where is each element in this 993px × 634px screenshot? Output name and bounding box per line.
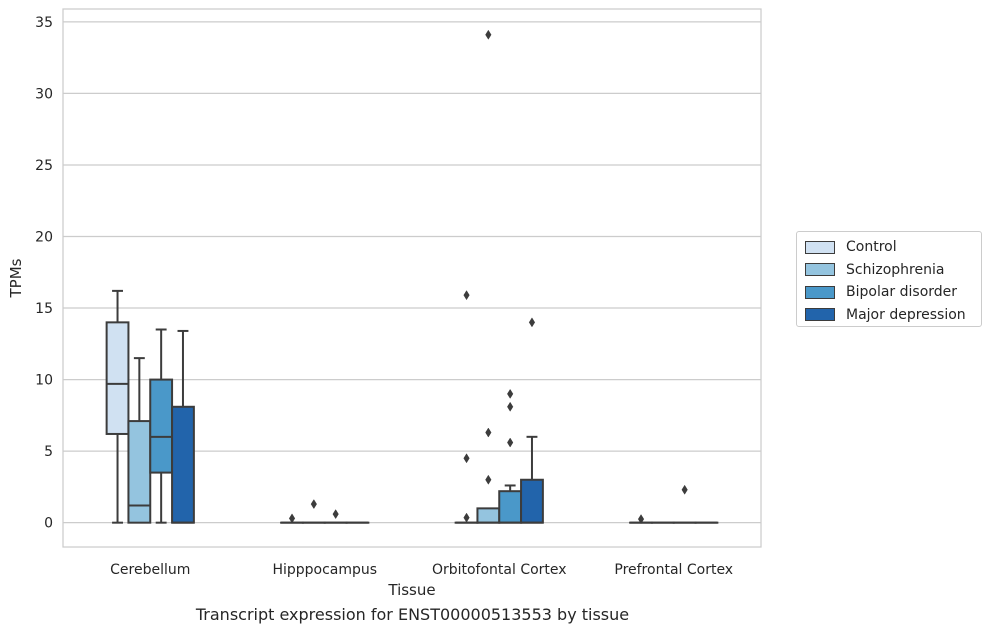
legend-label-schizophrenia: Schizophrenia xyxy=(846,261,945,278)
outlier-hipppocampus-schizophrenia-1 xyxy=(310,499,317,510)
outlier-orbitofontal-cortex-control-1 xyxy=(463,512,470,523)
outlier-orbitofontal-cortex-schizophrenia-2 xyxy=(485,427,492,438)
legend-label-bipolar-disorder: Bipolar disorder xyxy=(846,284,958,301)
box-hipppocampus-bipolar-disorder xyxy=(323,509,348,524)
legend-item-bipolar-disorder: Bipolar disorder xyxy=(805,281,981,304)
y-tick-label-35: 35 xyxy=(35,15,53,31)
legend-swatch-major-depression xyxy=(805,308,835,322)
box-body-orbitofontal-cortex-bipolar-disorder xyxy=(498,490,523,524)
x-tick-label-hipppocampus: Hipppocampus xyxy=(272,562,377,578)
box-orbitofontal-cortex-major-depression xyxy=(520,317,544,524)
legend-swatch-schizophrenia xyxy=(805,263,835,277)
box-orbitofontal-cortex-schizophrenia xyxy=(476,29,501,524)
legend: Control Schizophrenia Bipolar disorder M… xyxy=(796,231,982,327)
y-tick-labels: 0 5 10 15 20 25 30 35 xyxy=(35,15,53,532)
x-axis-title: Tissue xyxy=(387,581,435,599)
y-tick-label-25: 25 xyxy=(35,158,53,174)
box-orbitofontal-cortex-bipolar-disorder xyxy=(498,388,523,524)
legend-item-major-depression: Major depression xyxy=(805,304,981,327)
outlier-orbitofontal-cortex-bipolar-disorder-3 xyxy=(507,388,514,399)
legend-item-schizophrenia: Schizophrenia xyxy=(805,259,981,282)
x-tick-labels: Cerebellum Hipppocampus Orbitofontal Corte… xyxy=(110,562,733,578)
outlier-orbitofontal-cortex-schizophrenia-1 xyxy=(485,474,492,485)
box-hipppocampus-schizophrenia xyxy=(301,499,326,524)
y-tick-label-20: 20 xyxy=(35,230,53,246)
y-tick-label-0: 0 xyxy=(44,516,53,532)
boxes xyxy=(105,29,719,525)
box-cerebellum-control xyxy=(105,289,130,524)
box-body-cerebellum-control xyxy=(105,321,130,435)
box-cerebellum-schizophrenia xyxy=(127,357,152,524)
box-body-cerebellum-schizophrenia xyxy=(127,420,152,524)
outlier-prefrontal-cortex-control-1 xyxy=(637,514,645,525)
box-body-cerebellum-bipolar-disorder xyxy=(149,378,174,474)
x-tick-label-prefrontal-cortex: Prefrontal Cortex xyxy=(614,562,733,578)
box-body-orbitofontal-cortex-schizophrenia xyxy=(476,507,501,524)
legend-swatch-bipolar-disorder xyxy=(805,285,835,299)
legend-item-control: Control xyxy=(805,236,981,259)
legend-label-major-depression: Major depression xyxy=(846,306,966,323)
outlier-hipppocampus-bipolar-disorder-1 xyxy=(332,509,339,520)
legend-swatch-control xyxy=(805,240,835,254)
y-tick-label-10: 10 xyxy=(35,373,53,389)
box-hipppocampus-control xyxy=(280,513,304,524)
box-body-orbitofontal-cortex-major-depression xyxy=(520,478,544,524)
x-tick-label-cerebellum: Cerebellum xyxy=(110,562,190,578)
outlier-hipppocampus-control-1 xyxy=(288,513,296,524)
box-orbitofontal-cortex-control xyxy=(454,290,479,524)
outlier-prefrontal-cortex-bipolar-disorder-1 xyxy=(681,484,688,495)
box-prefrontal-cortex-bipolar-disorder xyxy=(672,484,697,524)
box-prefrontal-cortex-control xyxy=(629,514,653,525)
outlier-orbitofontal-cortex-schizophrenia-3 xyxy=(485,29,492,40)
outlier-orbitofontal-cortex-major-depression-1 xyxy=(528,317,536,328)
box-cerebellum-bipolar-disorder xyxy=(149,328,174,524)
box-body-cerebellum-major-depression xyxy=(171,405,195,524)
y-tick-label-30: 30 xyxy=(35,86,53,102)
plot-frame xyxy=(62,8,762,548)
y-tick-label-5: 5 xyxy=(44,444,53,460)
outlier-orbitofontal-cortex-bipolar-disorder-2 xyxy=(507,401,514,412)
y-axis-title: TPMs xyxy=(7,258,25,298)
x-tick-label-orbitofontal-cortex: Orbitofontal Cortex xyxy=(432,562,567,578)
box-cerebellum-major-depression xyxy=(171,329,195,524)
y-tick-label-15: 15 xyxy=(35,301,53,317)
outlier-orbitofontal-cortex-control-3 xyxy=(463,290,470,301)
legend-label-control: Control xyxy=(846,239,897,256)
outlier-orbitofontal-cortex-control-2 xyxy=(463,453,470,464)
chart-caption: Transcript expression for ENST0000051355… xyxy=(195,605,630,624)
outlier-orbitofontal-cortex-bipolar-disorder-1 xyxy=(507,437,514,448)
